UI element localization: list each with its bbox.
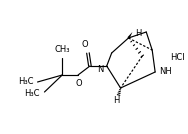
Text: HCl: HCl	[170, 53, 185, 62]
Polygon shape	[127, 32, 132, 39]
Text: NH: NH	[159, 68, 172, 77]
Text: CH₃: CH₃	[55, 45, 70, 54]
Text: N: N	[97, 66, 104, 75]
Text: O: O	[76, 79, 82, 88]
Text: O: O	[82, 40, 88, 49]
Text: H: H	[113, 96, 120, 105]
Text: H₃C: H₃C	[24, 88, 39, 98]
Text: H: H	[135, 29, 142, 38]
Text: H₃C: H₃C	[18, 77, 34, 87]
